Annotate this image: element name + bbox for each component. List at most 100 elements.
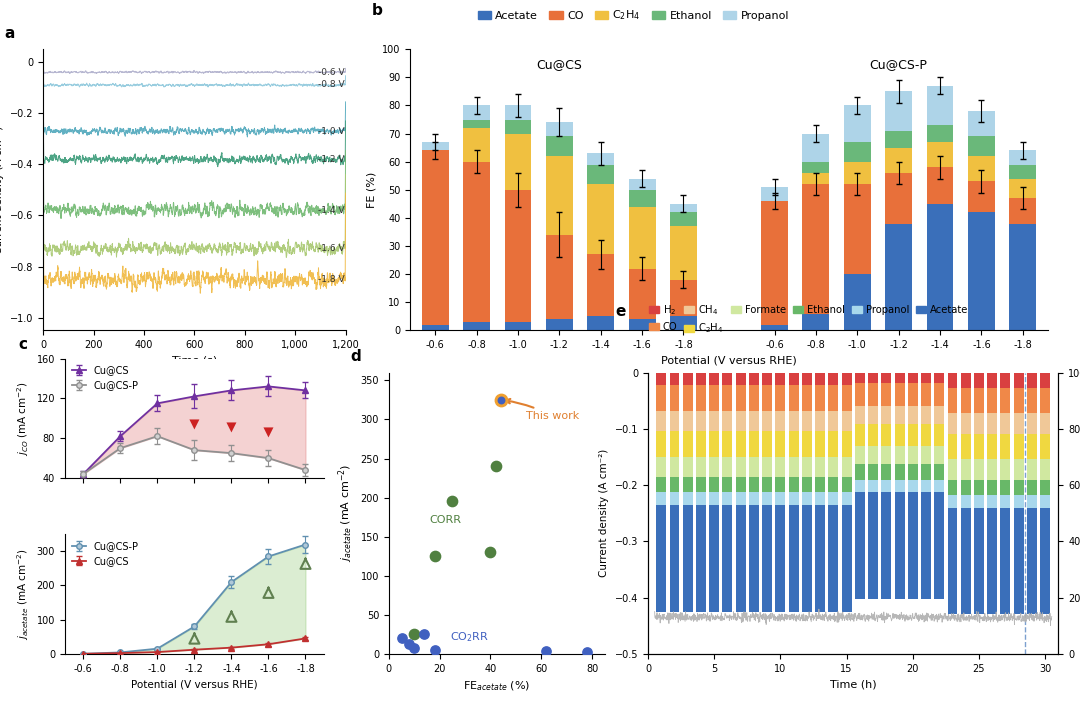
Bar <box>670 280 697 316</box>
Bar <box>1000 495 1011 508</box>
Bar <box>463 162 490 322</box>
Text: -1.0 V: -1.0 V <box>318 127 345 136</box>
Bar <box>1010 165 1036 179</box>
Bar <box>775 431 785 456</box>
Bar <box>868 492 878 599</box>
Bar <box>961 479 971 495</box>
Bar <box>886 148 913 173</box>
Text: a: a <box>4 26 14 41</box>
Bar <box>908 382 918 406</box>
Bar <box>841 373 851 385</box>
Bar <box>815 431 825 456</box>
Bar <box>762 505 772 612</box>
Bar <box>735 385 745 411</box>
Bar <box>987 479 997 495</box>
Point <box>482 547 499 558</box>
Bar <box>710 505 719 612</box>
Bar <box>657 385 666 411</box>
Bar <box>670 456 679 477</box>
Bar <box>843 142 870 162</box>
Bar <box>855 373 865 382</box>
Bar <box>841 492 851 505</box>
Text: -0.8 V: -0.8 V <box>318 81 345 89</box>
Point <box>406 642 423 653</box>
Bar <box>961 434 971 459</box>
Bar <box>921 406 931 423</box>
Bar <box>588 254 615 316</box>
Bar <box>815 385 825 411</box>
Bar <box>629 207 656 269</box>
Bar <box>934 464 944 479</box>
Bar <box>735 456 745 477</box>
Bar <box>828 456 838 477</box>
Bar <box>1014 434 1024 459</box>
Bar <box>828 492 838 505</box>
Bar <box>1027 388 1037 413</box>
Bar <box>881 492 891 599</box>
X-axis label: Potential (V versus RHE): Potential (V versus RHE) <box>661 356 797 366</box>
Bar <box>683 477 692 492</box>
Bar <box>1040 479 1050 495</box>
Bar <box>788 456 798 477</box>
Bar <box>974 479 984 495</box>
Bar <box>974 459 984 479</box>
Bar <box>1000 459 1011 479</box>
Bar <box>1000 388 1011 413</box>
Bar <box>670 212 697 226</box>
Bar <box>886 173 913 224</box>
Bar <box>723 431 732 456</box>
Text: -1.6 V: -1.6 V <box>318 244 345 253</box>
Bar <box>868 446 878 464</box>
Point <box>444 496 461 507</box>
Bar <box>1014 495 1024 508</box>
Bar <box>1027 434 1037 459</box>
Bar <box>670 431 679 456</box>
Point <box>426 644 443 655</box>
Bar <box>934 382 944 406</box>
Bar <box>921 464 931 479</box>
Bar <box>723 411 732 431</box>
Bar <box>934 406 944 423</box>
Bar <box>788 373 798 385</box>
Bar <box>841 456 851 477</box>
Bar <box>670 316 697 330</box>
Bar <box>670 492 679 505</box>
Bar <box>894 373 905 382</box>
Bar <box>934 423 944 446</box>
Bar <box>961 495 971 508</box>
Bar <box>545 319 572 330</box>
Bar <box>683 492 692 505</box>
Bar <box>802 184 829 314</box>
Bar <box>947 495 958 508</box>
Bar <box>723 385 732 411</box>
Bar <box>775 477 785 492</box>
Bar <box>629 269 656 319</box>
Bar <box>629 190 656 207</box>
Bar <box>894 446 905 464</box>
Bar <box>710 456 719 477</box>
Bar <box>463 128 490 162</box>
Text: Cu@CS-P: Cu@CS-P <box>869 58 928 70</box>
Bar <box>1027 459 1037 479</box>
Bar <box>855 423 865 446</box>
Bar <box>855 446 865 464</box>
Bar <box>987 508 997 614</box>
Bar <box>841 477 851 492</box>
Bar <box>908 423 918 446</box>
Bar <box>657 505 666 612</box>
Bar <box>504 105 531 120</box>
Bar <box>894 492 905 599</box>
Bar <box>974 388 984 413</box>
Bar <box>868 373 878 382</box>
Bar <box>886 224 913 330</box>
Bar <box>802 134 829 162</box>
X-axis label: Potential (V versus RHE): Potential (V versus RHE) <box>131 679 258 689</box>
Bar <box>927 86 954 125</box>
Bar <box>670 204 697 212</box>
Bar <box>1000 413 1011 434</box>
Y-axis label: Current density (A cm⁻²): Current density (A cm⁻²) <box>599 449 609 577</box>
Bar <box>987 459 997 479</box>
Bar <box>968 181 995 212</box>
Bar <box>828 477 838 492</box>
Bar <box>761 325 788 330</box>
